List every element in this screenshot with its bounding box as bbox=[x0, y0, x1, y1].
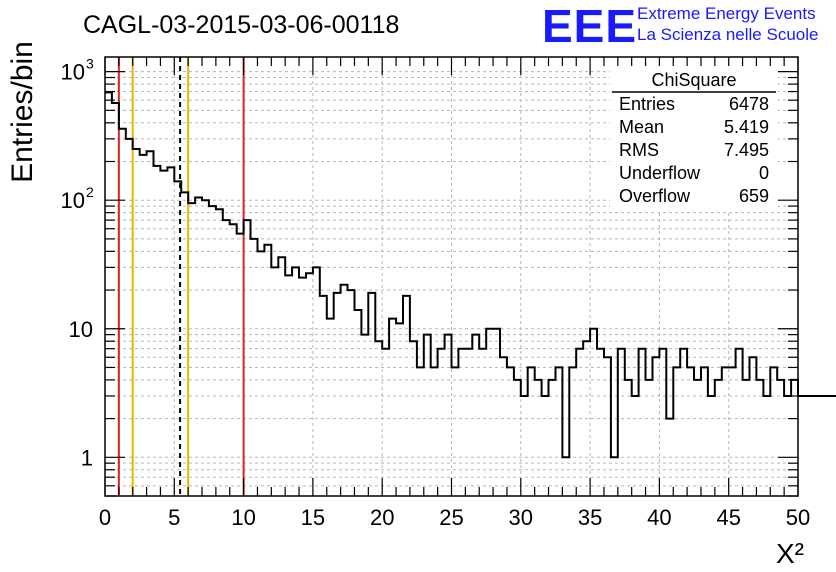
x-tick-label: 30 bbox=[509, 505, 533, 530]
stats-row-label: Overflow bbox=[619, 186, 691, 206]
eee-logo-letters: EEE bbox=[542, 0, 637, 52]
stats-row-value: 6478 bbox=[729, 94, 769, 114]
stats-box-title: ChiSquare bbox=[651, 70, 736, 90]
axis-ticks bbox=[104, 57, 799, 497]
y-tick-exponent: 3 bbox=[86, 56, 94, 72]
y-axis-label: Entries/bin bbox=[6, 41, 39, 183]
stats-row-value: 659 bbox=[739, 186, 769, 206]
y-tick-label: 1 bbox=[81, 445, 93, 470]
stats-row-label: RMS bbox=[619, 140, 659, 160]
stats-row-value: 0 bbox=[759, 163, 769, 183]
stats-box: ChiSquare Entries 6478 Mean 5.419 RMS 7.495 Un… bbox=[610, 66, 778, 210]
eee-logo-line1: Extreme Energy Events bbox=[637, 4, 816, 23]
x-tick-label: 10 bbox=[231, 505, 255, 530]
x-tick-label: 45 bbox=[716, 505, 740, 530]
eee-logo-line2: La Scienza nelle Scuole bbox=[637, 25, 818, 44]
stats-row-label: Underflow bbox=[619, 163, 701, 183]
histogram-series bbox=[105, 91, 836, 459]
eee-logo: EEE Extreme Energy Events La Scienza nel… bbox=[542, 0, 818, 52]
y-tick-label: 10 bbox=[69, 317, 93, 342]
y-tick-label: 10 bbox=[61, 60, 85, 85]
x-tick-label: 35 bbox=[578, 505, 602, 530]
x-tick-label: 15 bbox=[301, 505, 325, 530]
x-tick-label: 20 bbox=[370, 505, 394, 530]
stats-row-value: 7.495 bbox=[724, 140, 769, 160]
x-tick-label: 25 bbox=[439, 505, 463, 530]
stats-box-rows: Entries 6478 Mean 5.419 RMS 7.495 Underflow 0 Ov… bbox=[619, 94, 769, 206]
stats-row-value: 5.419 bbox=[724, 117, 769, 137]
y-tick-exponent: 2 bbox=[86, 184, 94, 200]
x-tick-labels: 0 5 10 15 20 25 30 35 40 45 50 bbox=[99, 505, 810, 530]
y-tick-label: 10 bbox=[61, 188, 85, 213]
reference-lines bbox=[117, 57, 245, 496]
x-axis-label: X² bbox=[776, 538, 804, 569]
stats-box-background bbox=[610, 66, 778, 210]
x-tick-label: 40 bbox=[647, 505, 671, 530]
stats-row-label: Entries bbox=[619, 94, 675, 114]
run-title: CAGL-03-2015-03-06-00118 bbox=[83, 11, 399, 39]
x-tick-label: 50 bbox=[786, 505, 810, 530]
stats-row-label: Mean bbox=[619, 117, 664, 137]
x-tick-label: 5 bbox=[168, 505, 180, 530]
x-tick-label: 0 bbox=[99, 505, 111, 530]
